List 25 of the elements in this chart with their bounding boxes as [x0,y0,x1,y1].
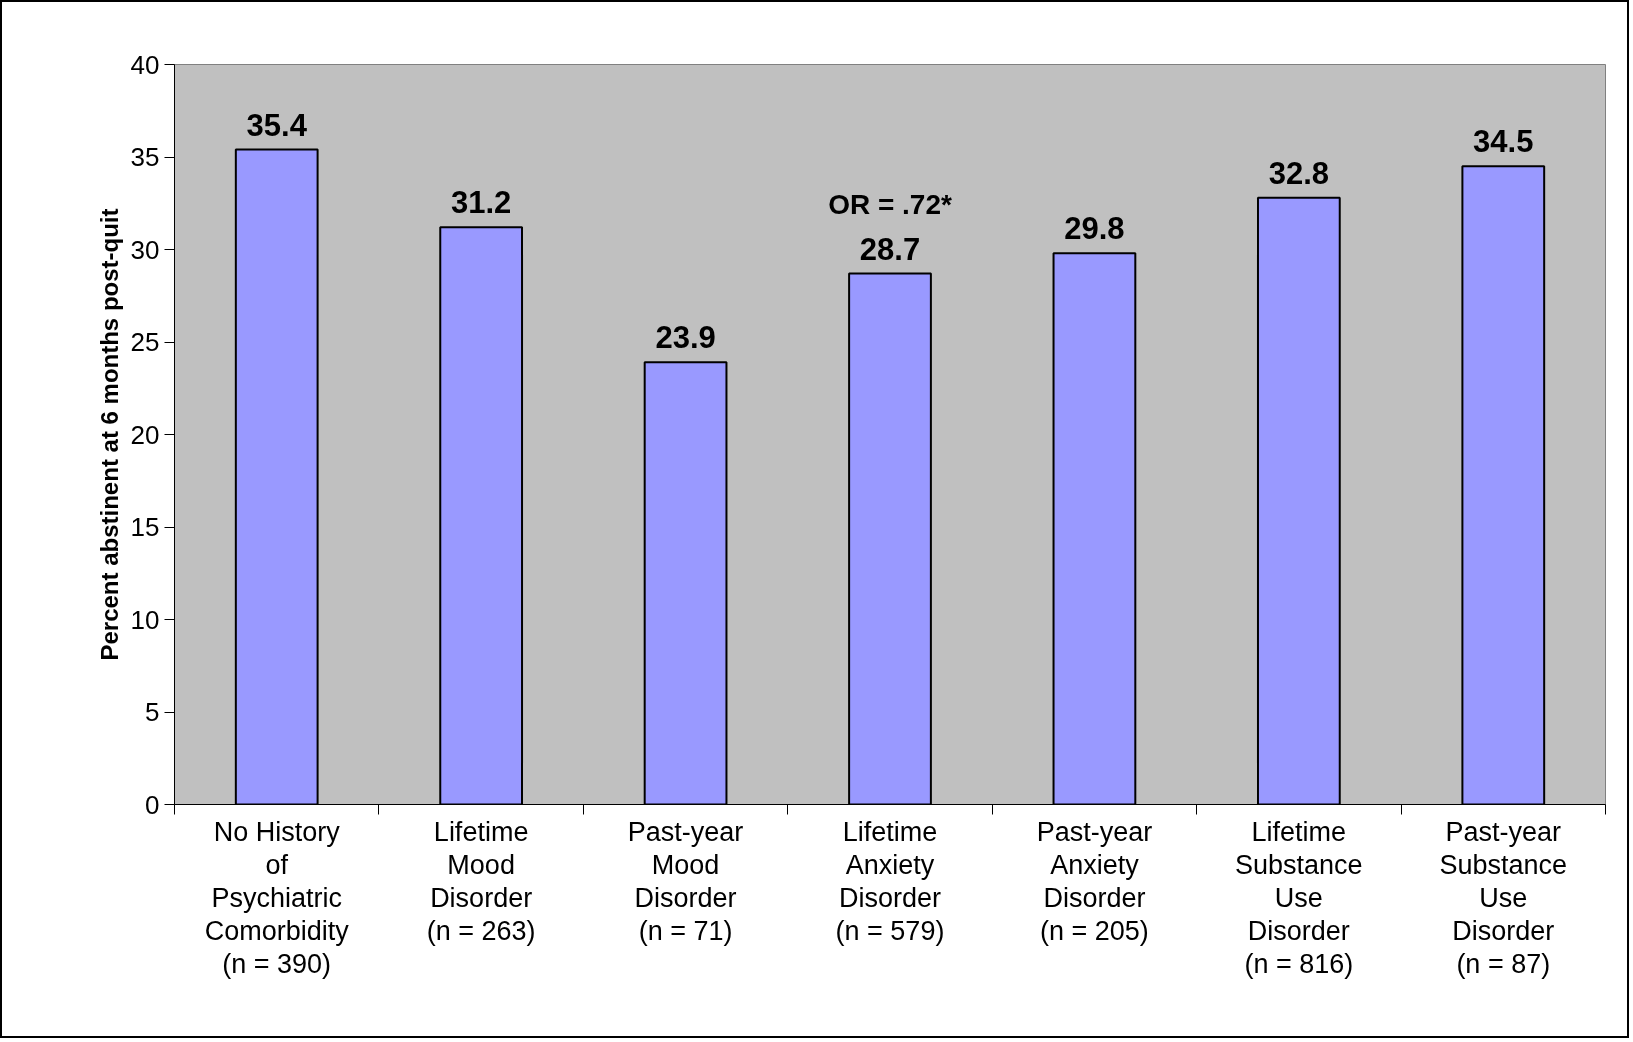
y-axis-title: Percent abstinent at 6 months post-quit [95,208,123,661]
x-tick-label: Past-year Anxiety Disorder (n = 205) [1036,816,1153,946]
x-tick-label: Lifetime Substance Use Disorder (n = 816) [1235,816,1363,979]
data-label: 32.8 [1268,155,1330,191]
annotation: OR = .72* [828,188,952,220]
x-tick-label: Lifetime Mood Disorder (n = 263) [426,816,536,946]
y-tick-label: 35 [130,142,160,172]
y-tick-label: 5 [145,697,160,727]
data-label: 31.2 [450,185,512,221]
x-tick-label: Past-year Substance Use Disorder (n = 87) [1439,816,1568,979]
x-tick-label: Past-year Mood Disorder (n = 71) [627,816,744,946]
x-tick-label: No History of Psychiatric Comorbidity (n = 390) [204,816,350,979]
y-tick-label: 10 [130,604,160,635]
y-tick-label: 15 [130,512,160,542]
y-tick-label: 0 [145,789,160,820]
y-tick-label: 30 [130,234,160,265]
x-tick-label: Lifetime Anxiety Disorder (n = 579) [835,816,945,946]
data-label: 28.7 [859,231,921,267]
data-label: 34.5 [1473,124,1534,160]
data-label: 23.9 [655,320,716,356]
data-label: 35.4 [246,107,308,143]
data-label: 29.8 [1064,211,1125,247]
y-tick-label: 20 [130,419,160,450]
y-tick-label: 40 [130,49,160,80]
y-tick-label: 25 [130,327,160,357]
